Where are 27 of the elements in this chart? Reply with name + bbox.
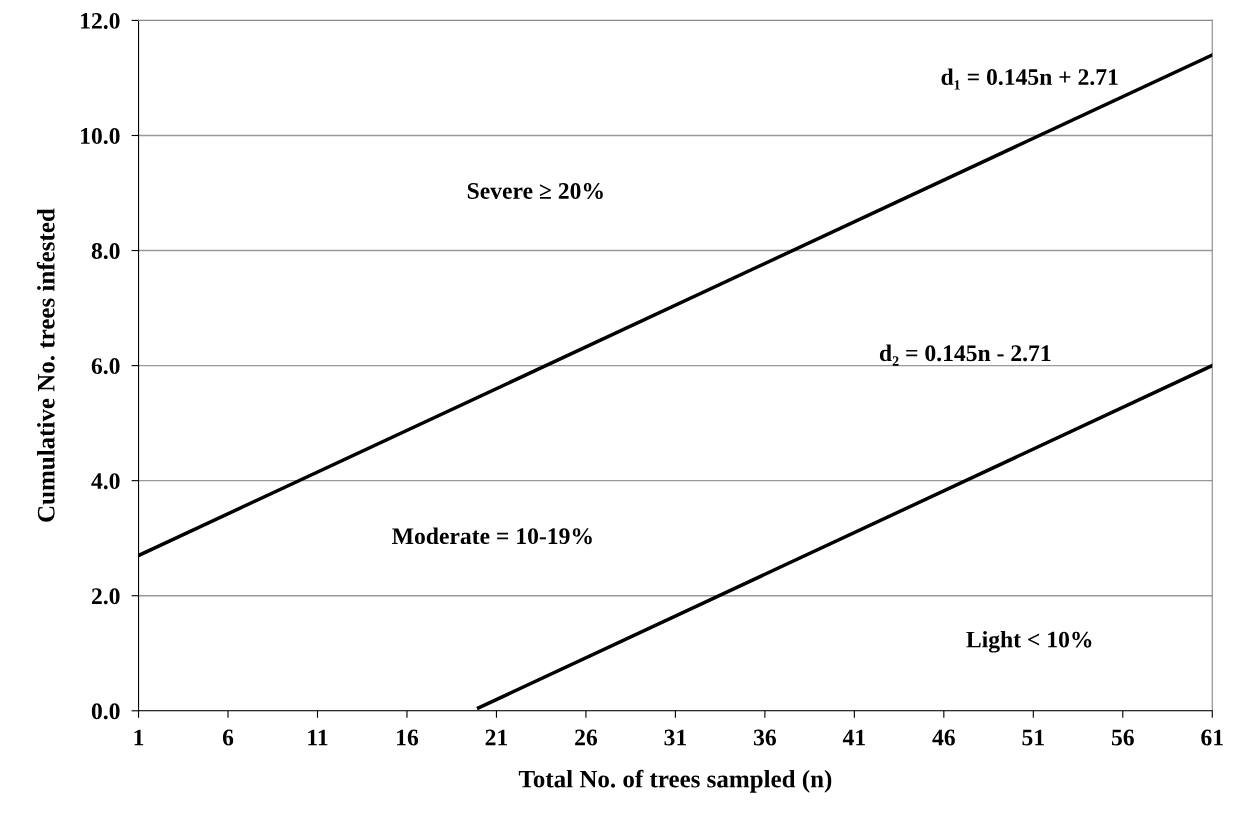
- x-tick-label: 11: [308, 729, 328, 746]
- x-tick-label: 46: [932, 729, 955, 746]
- y-tick-label: 2.0: [91, 588, 120, 605]
- y-tick-label: 10.0: [81, 127, 120, 145]
- x-tick-label: 36: [753, 729, 776, 746]
- x-tick-label: 16: [397, 729, 419, 746]
- x-tick-label: 41: [842, 729, 865, 746]
- x-tick-label: 56: [1111, 729, 1134, 746]
- x-tick-label: 51: [1022, 729, 1044, 746]
- annotation: Light < 10%: [966, 630, 1092, 653]
- annotation: d₂ = 0.145n - 2.71: [879, 344, 1051, 366]
- x-axis-title: Total No. of trees sampled (n): [518, 769, 832, 793]
- y-tick-label: 4.0: [91, 473, 120, 490]
- x-tick-label: 31: [664, 729, 686, 746]
- annotation: Moderate = 10-19%: [392, 527, 592, 545]
- x-tick-label: 61: [1201, 729, 1223, 746]
- y-tick-label: 12.0: [81, 12, 120, 29]
- annotation: d₁ = 0.145n + 2.71: [941, 68, 1118, 90]
- y-tick-label: 8.0: [91, 243, 120, 260]
- annotation: Severe ≥ 20%: [467, 182, 603, 199]
- x-tick-label: 21: [485, 729, 508, 746]
- x-tick-label: 26: [575, 729, 598, 746]
- y-tick-label: 0.0: [91, 703, 120, 720]
- x-tick-label: 6: [222, 729, 234, 746]
- x-tick-label: 1: [134, 729, 144, 746]
- y-tick-label: 6.0: [91, 358, 120, 375]
- y-axis-title: Cumulative No. trees infested: [36, 208, 55, 522]
